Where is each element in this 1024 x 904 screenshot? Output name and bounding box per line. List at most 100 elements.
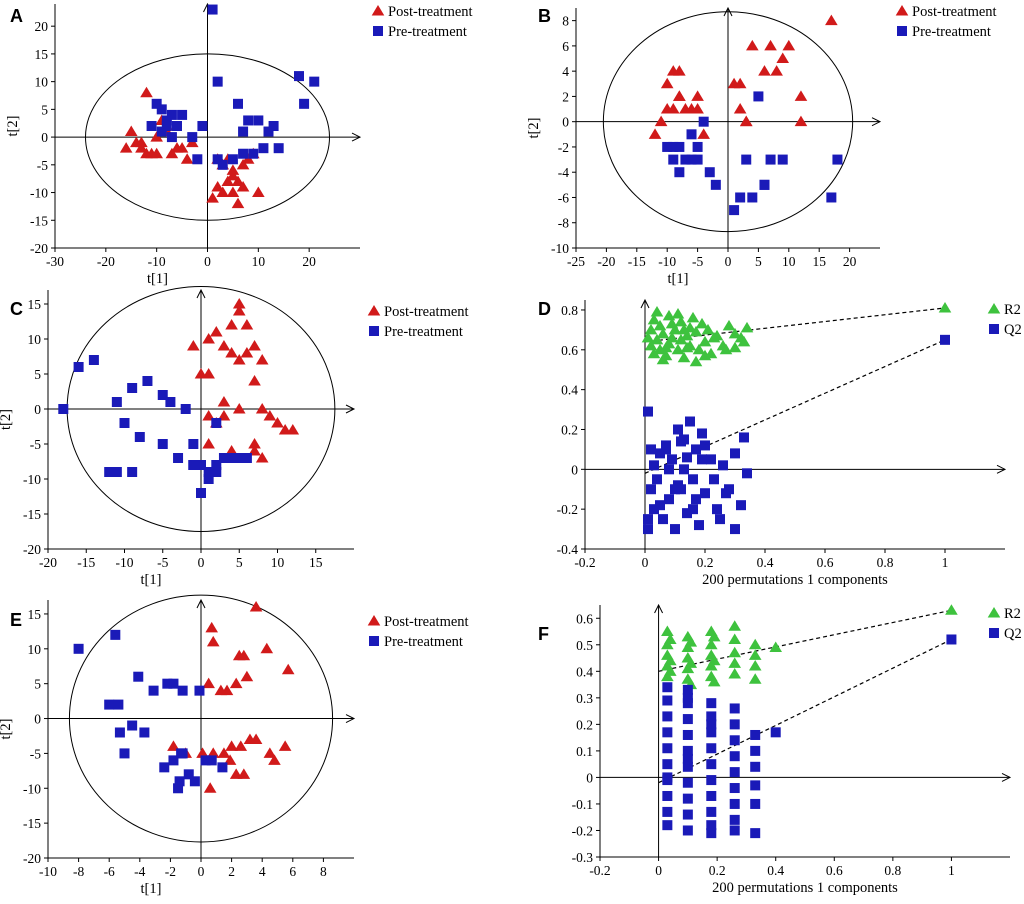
square-point-pre-treatment: [729, 205, 740, 216]
triangle-point-r2: [728, 667, 742, 679]
triangle-point-post-treatment: [691, 90, 704, 101]
legend-label: Post-treatment: [912, 4, 997, 20]
y-tick-label: -0.4: [557, 542, 579, 557]
y-tick-label: -15: [23, 816, 41, 831]
x-tick-label: -5: [692, 254, 703, 269]
square-point-q2: [750, 729, 761, 740]
axis-arrow: [1001, 772, 1012, 782]
triangle-point-post-treatment: [232, 298, 246, 309]
square-point-pre-treatment: [238, 148, 249, 159]
triangle-point-post-treatment: [217, 747, 231, 758]
triangle-point-r2: [671, 343, 685, 355]
confidence-ellipse: [602, 11, 854, 233]
triangle-point-post-treatment: [225, 740, 238, 751]
triangle-point-post-treatment: [229, 677, 243, 689]
triangle-point-post-treatment: [124, 125, 138, 137]
triangle-point-r2: [769, 641, 783, 652]
x-tick-label: -15: [628, 254, 646, 269]
square-point-pre-treatment: [192, 154, 203, 165]
y-tick-label: -20: [23, 851, 41, 866]
square-point-pre-treatment: [248, 148, 259, 159]
square-point-pre-treatment: [119, 748, 130, 759]
y-tick-label: 10: [28, 332, 42, 347]
panel-letter: F: [538, 624, 549, 644]
triangle-point-post-treatment: [217, 396, 231, 407]
triangle-point-post-treatment: [202, 677, 215, 689]
square-point-q2: [664, 464, 674, 475]
triangle-point-r2: [662, 309, 676, 321]
square-point-q2: [730, 448, 740, 459]
triangle-point-post-treatment: [140, 86, 153, 98]
x-tick-label: 15: [812, 254, 826, 269]
x-tick-label: 0: [725, 254, 732, 269]
square-point-pre-treatment: [159, 762, 170, 773]
y-tick-label: 15: [28, 607, 42, 622]
confidence-ellipse: [68, 594, 334, 843]
x-axis-label: 200 permutations 1 components: [712, 880, 898, 896]
triangle-point-r2: [748, 638, 762, 650]
y-tick-label: 0.3: [576, 691, 593, 706]
triangle-point-post-treatment: [249, 733, 263, 744]
square-point-q2: [729, 751, 740, 762]
square-point-pre-treatment: [227, 154, 238, 165]
legend-label: Pre-treatment: [384, 324, 463, 340]
y-tick-label: 6: [562, 39, 569, 54]
square-point-q2: [694, 520, 704, 531]
legend-label: R2: [1004, 302, 1021, 318]
square-point-pre-treatment: [157, 390, 168, 400]
triangle-point-post-treatment: [119, 142, 133, 153]
triangle-point-post-treatment: [240, 670, 254, 682]
square-point-q2: [646, 484, 656, 495]
square-point-pre-treatment: [253, 115, 264, 126]
square-point-pre-treatment: [194, 685, 205, 696]
square-point-pre-treatment: [173, 783, 184, 794]
square-point-pre-treatment: [174, 776, 185, 787]
square-point-q2: [706, 828, 717, 839]
square-point-pre-treatment: [704, 167, 715, 178]
y-tick-label: 10: [35, 75, 49, 90]
triangle-point-r2: [719, 343, 733, 355]
triangle-point-r2: [641, 331, 655, 343]
square-point-q2: [706, 719, 717, 730]
panel-letter: C: [10, 299, 23, 319]
y-tick-label: -2: [558, 140, 569, 155]
square-point-pre-treatment: [139, 727, 150, 738]
triangle-point-r2: [692, 343, 706, 355]
square-point-q2: [706, 790, 717, 801]
square-point-q2: [643, 406, 653, 417]
y-tick-label: 0.6: [576, 611, 593, 626]
triangle-point-r2: [665, 317, 679, 329]
triangle-point-post-treatment: [226, 186, 240, 198]
triangle-point-post-treatment: [205, 621, 219, 633]
y-tick-label: 15: [28, 297, 42, 312]
square-point-q2: [688, 474, 698, 485]
square-point-pre-treatment: [177, 748, 188, 759]
triangle-point-post-treatment: [660, 77, 674, 89]
square-point-q2: [736, 500, 746, 511]
triangle-point-r2: [650, 305, 664, 317]
x-tick-label: 4: [259, 864, 266, 879]
square-point-pre-treatment: [206, 755, 217, 766]
square-point-q2: [664, 494, 674, 505]
square-point-pre-treatment: [759, 179, 770, 190]
triangle-point-r2: [656, 353, 670, 365]
square-point-pre-treatment: [826, 192, 837, 203]
square-point-q2: [706, 698, 717, 709]
triangle-point-r2: [674, 315, 688, 327]
triangle-point-post-treatment: [263, 410, 277, 421]
triangle-point-post-treatment: [249, 600, 263, 612]
triangle-point-post-treatment: [248, 438, 261, 449]
triangle-point-post-treatment: [248, 445, 261, 456]
x-tick-label: -20: [97, 254, 115, 269]
x-tick-label: -5: [157, 555, 168, 570]
y-tick-label: -0.3: [572, 850, 594, 865]
triangle-point-post-treatment: [236, 181, 250, 192]
triangle-point-post-treatment: [135, 136, 148, 148]
square-point-pre-treatment: [263, 126, 274, 137]
square-point-pre-treatment: [686, 154, 697, 165]
square-point-pre-treatment: [161, 115, 172, 126]
triangle-point-post-treatment: [196, 747, 209, 758]
x-tick-label: -20: [39, 555, 57, 570]
y-tick-label: -20: [30, 241, 48, 256]
